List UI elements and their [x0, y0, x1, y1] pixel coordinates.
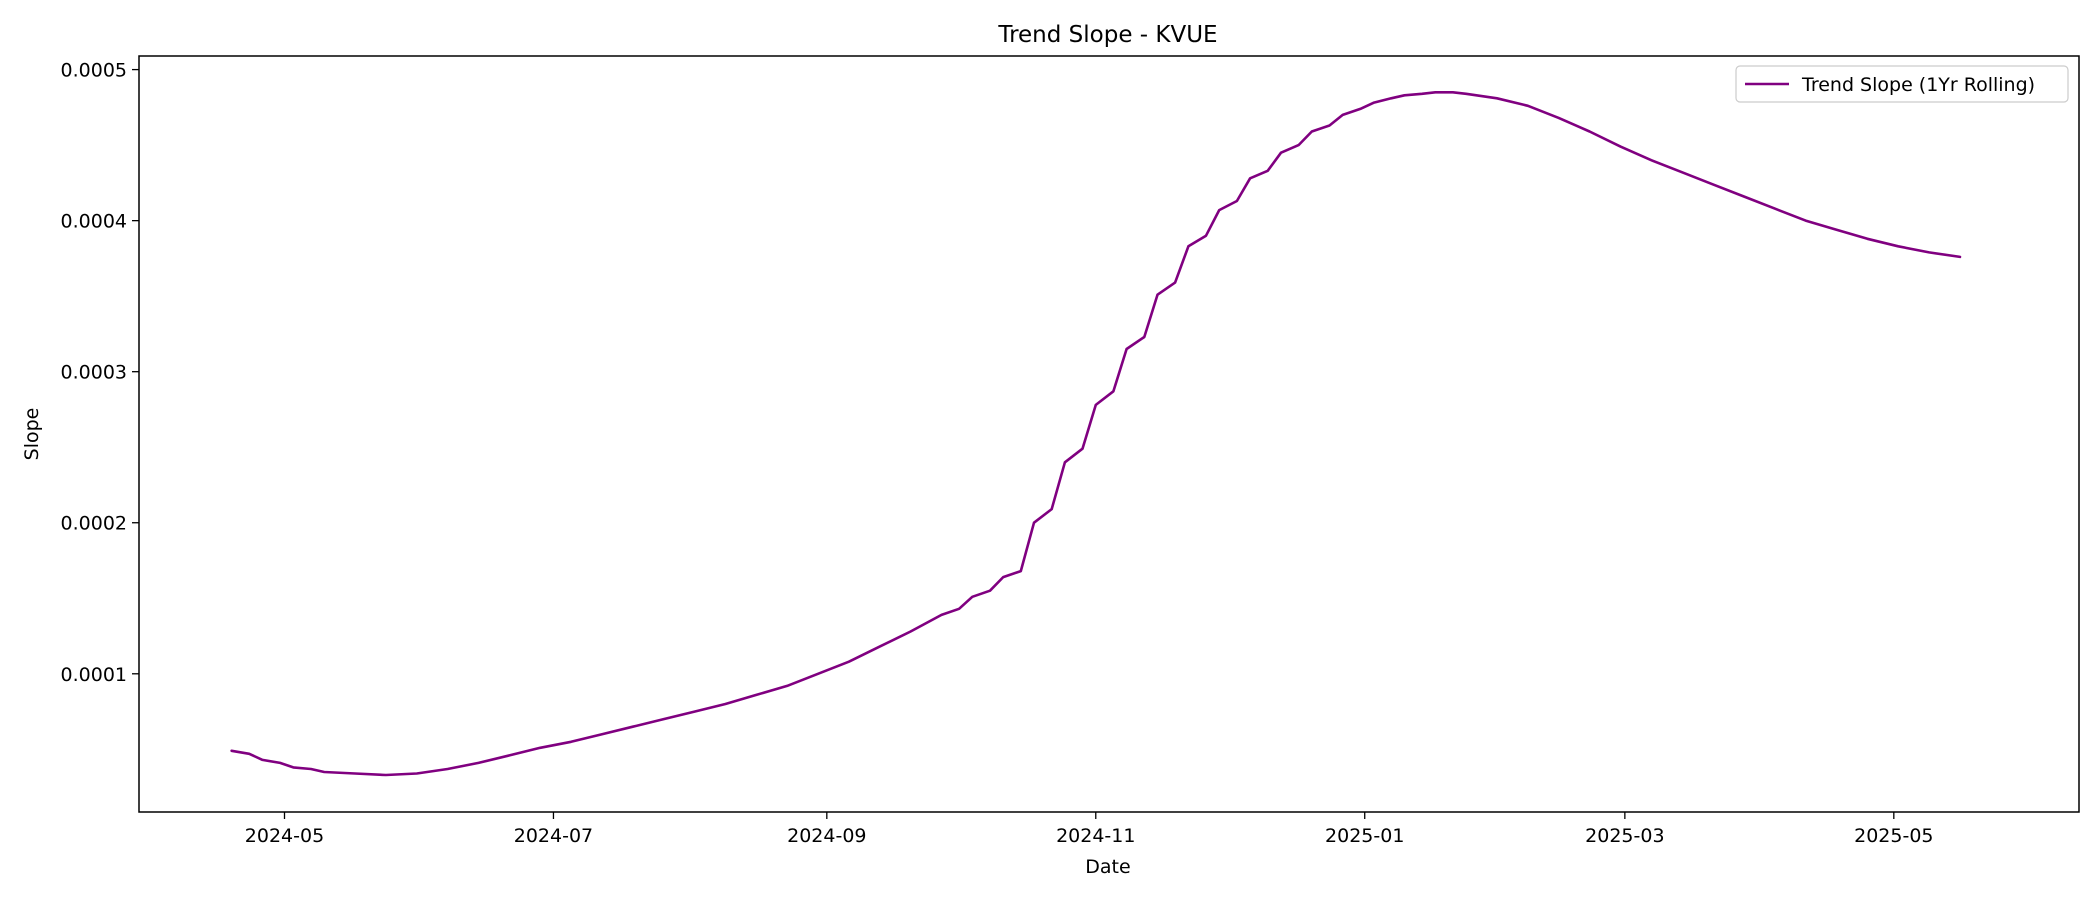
- plot-area-frame: [138, 55, 2080, 813]
- legend-label: Trend Slope (1Yr Rolling): [1801, 74, 2035, 96]
- x-tick-label: 2024-11: [1056, 825, 1135, 847]
- x-tick-label: 2025-01: [1325, 825, 1404, 847]
- x-tick-label: 2025-03: [1585, 825, 1664, 847]
- x-tick-label: 2024-09: [787, 825, 866, 847]
- legend: Trend Slope (1Yr Rolling): [1735, 65, 2069, 103]
- y-axis-label: Slope: [21, 408, 43, 461]
- y-tick-label: 0.0005: [61, 60, 127, 82]
- y-tick-label: 0.0004: [61, 211, 127, 233]
- series-line-trend-slope: [230, 91, 1962, 777]
- x-axis-ticks: 2024-05 2024-07 2024-09 2024-11 2025-01 2025-…: [245, 812, 1934, 847]
- x-tick-label: 2024-07: [514, 825, 593, 847]
- x-axis-label: Date: [1085, 856, 1130, 878]
- y-tick-label: 0.0001: [61, 664, 127, 686]
- y-axis-ticks: 0.0001 0.0002 0.0003 0.0004 0.0005: [61, 60, 139, 686]
- legend-box: [1735, 65, 2069, 103]
- x-tick-label: 2024-05: [245, 825, 324, 847]
- y-tick-label: 0.0003: [61, 362, 127, 384]
- x-tick-label: 2025-05: [1854, 825, 1933, 847]
- chart-title: Trend Slope - KVUE: [997, 22, 1217, 48]
- y-tick-label: 0.0002: [61, 513, 127, 535]
